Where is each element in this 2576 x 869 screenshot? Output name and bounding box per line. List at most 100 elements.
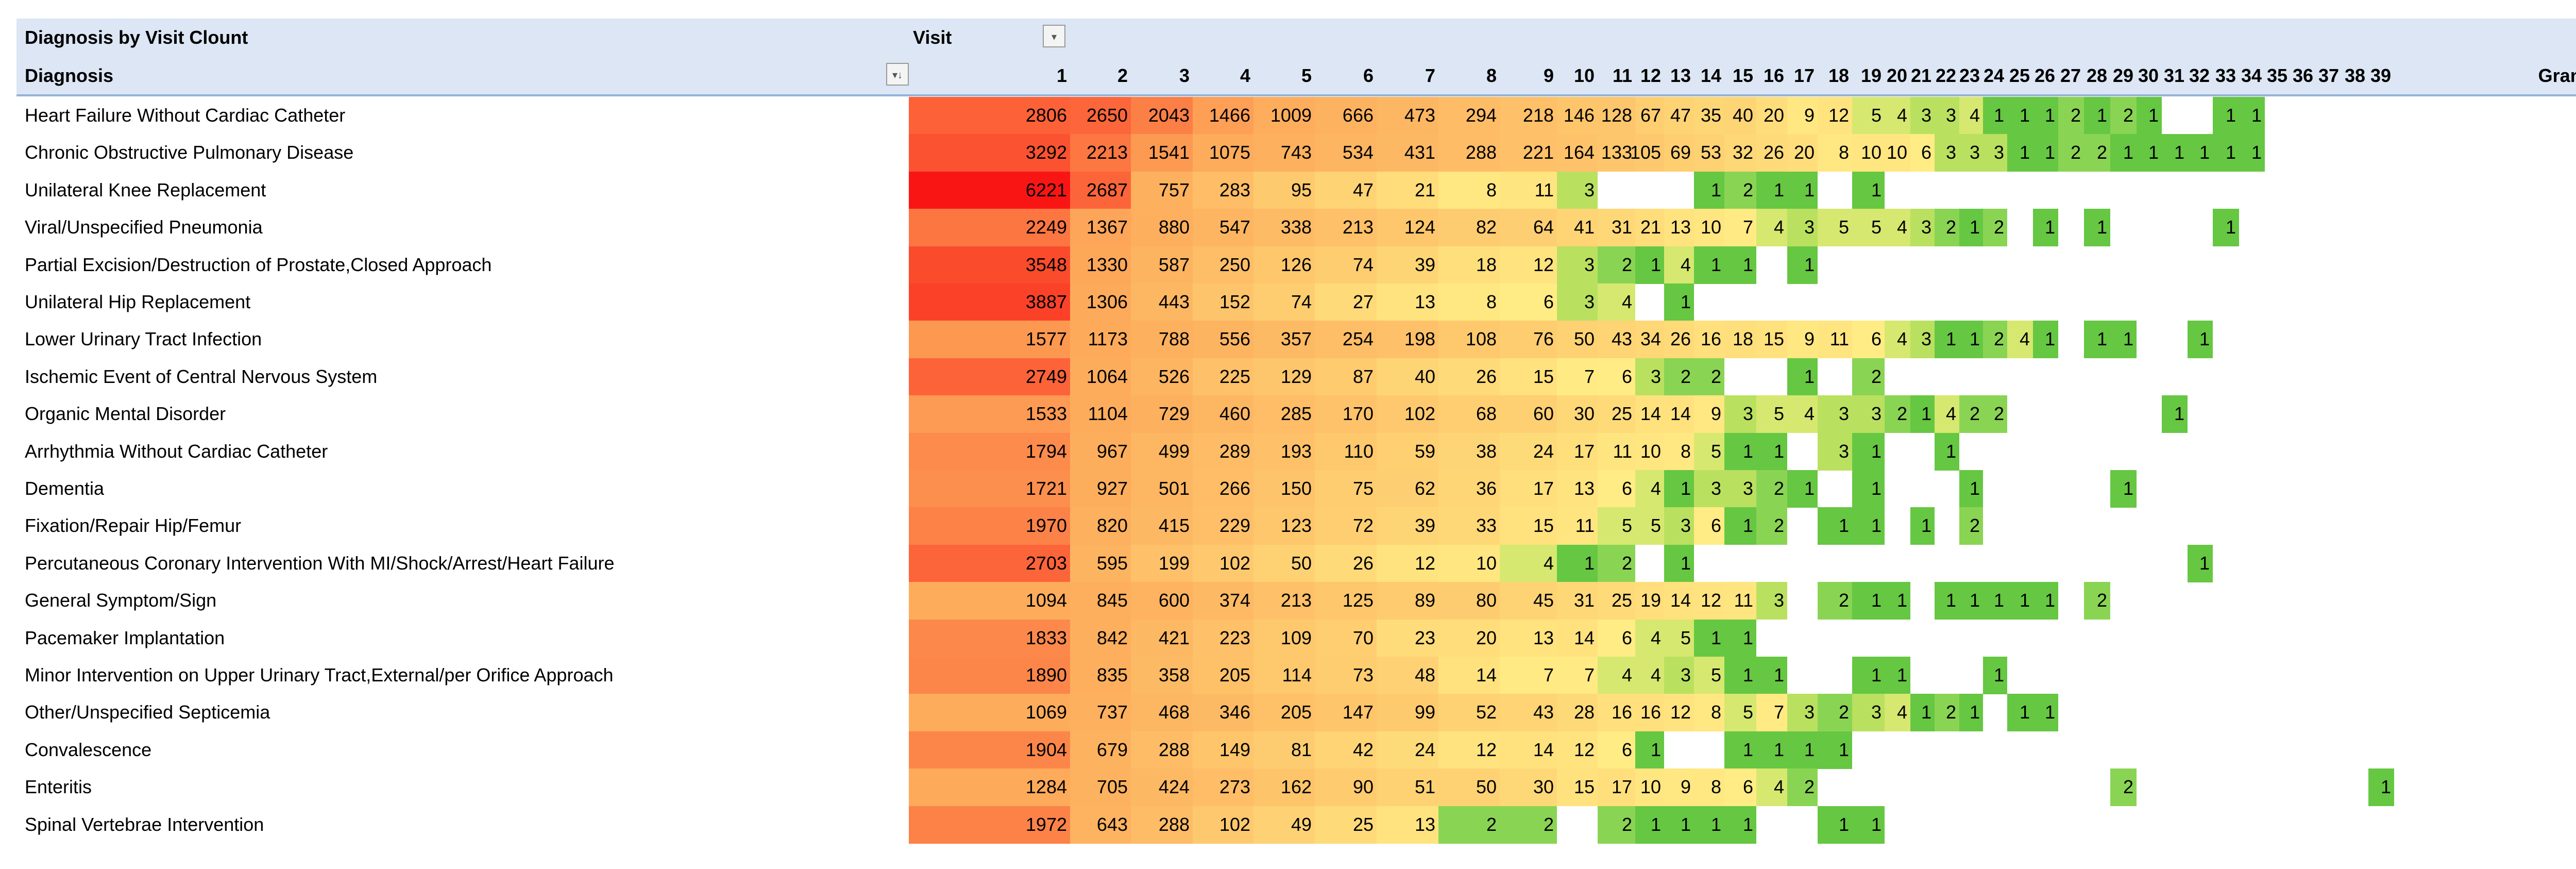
heat-cell (1438, 395, 1500, 433)
heat-cell (1557, 507, 1598, 545)
heat-cell (1438, 209, 1500, 247)
heat-cell (1635, 470, 1664, 508)
row-label: Ischemic Event of Central Nervous System (25, 365, 378, 387)
cell-value: 967 (1096, 440, 1128, 462)
cell-value: 80 (1476, 590, 1497, 611)
cell-value: 1 (1871, 440, 1882, 462)
cell-value: 1 (2019, 105, 2030, 126)
heat-cell (1253, 432, 1315, 471)
cell-value: 1 (1742, 813, 1753, 835)
cell-value: 2 (2096, 142, 2107, 163)
cell-value: 1 (1680, 552, 1691, 574)
cell-value: 1 (1945, 440, 1956, 462)
cell-value: 81 (1291, 739, 1312, 760)
cell-value: 164 (1563, 142, 1595, 163)
cell-value: 150 (1280, 478, 1312, 499)
cell-value: 8 (1486, 291, 1497, 312)
cell-value: 4 (1896, 105, 1907, 126)
cell-value: 9 (1710, 403, 1721, 425)
cell-value: 1 (1969, 478, 1980, 499)
cell-value: 266 (1219, 478, 1250, 499)
heat-cell (1818, 209, 1852, 247)
heat-cell (1253, 209, 1315, 247)
cell-value: 1 (1871, 478, 1882, 499)
heat-cell (1598, 358, 1635, 396)
heat-cell (1315, 470, 1377, 508)
cell-value: 11 (1734, 590, 1753, 611)
column-header-visit-39: 39 (2370, 65, 2391, 86)
heat-cell (1664, 582, 1694, 620)
cell-value: 1 (1969, 701, 1980, 723)
cell-value: 87 (1352, 365, 1374, 387)
cell-value: 2 (1804, 776, 1815, 798)
heat-cell (1664, 694, 1694, 732)
heat-cell (1377, 432, 1438, 471)
heat-cell (1983, 395, 2007, 433)
row-label: Spinal Vertebrae Intervention (25, 813, 264, 835)
heat-cell (1818, 507, 1852, 545)
cell-value: 43 (1611, 328, 1632, 350)
cell-value: 288 (1465, 142, 1497, 163)
cell-value: 34 (1640, 328, 1661, 350)
heat-cell (1500, 544, 1557, 582)
cell-value: 50 (1291, 552, 1312, 574)
heat-cell (1635, 657, 1664, 694)
heat-cell (1664, 395, 1694, 433)
heat-cell (1852, 97, 1885, 135)
cell-value: 1 (2225, 105, 2236, 126)
column-filter-button[interactable]: ▾ (1043, 25, 1065, 47)
heat-cell (1193, 246, 1253, 284)
heat-cell (1724, 619, 1756, 657)
cell-value: 23 (1414, 627, 1435, 648)
cell-value: 3 (1680, 515, 1691, 537)
cell-value: 1 (2123, 328, 2133, 350)
cell-value: 10 (1886, 142, 1907, 163)
heat-cell (1253, 321, 1315, 359)
cell-value: 4 (1896, 216, 1907, 238)
cell-value: 1367 (1086, 216, 1128, 238)
heat-cell (2110, 134, 2137, 172)
heat-cell (2084, 209, 2110, 247)
cell-value: 1 (1773, 664, 1784, 686)
cell-value: 1094 (1025, 590, 1067, 611)
heat-cell (1598, 544, 1635, 582)
heat-cell (1635, 358, 1664, 396)
heat-cell (1983, 321, 2007, 359)
heat-cell (1664, 507, 1694, 545)
heat-cell (1438, 619, 1500, 657)
row-grand-total: 4031 (2509, 440, 2576, 463)
heat-cell (1635, 432, 1664, 471)
cell-value: 20 (1476, 627, 1497, 648)
cell-value: 6 (1710, 515, 1721, 537)
row-grand-total: 5924 (2509, 290, 2576, 314)
cell-value: 16 (1700, 328, 1721, 350)
cell-value: 2 (1993, 403, 2004, 425)
cell-value: 30 (1573, 403, 1595, 425)
cell-value: 358 (1158, 664, 1190, 686)
heat-cell (1070, 731, 1131, 769)
heat-cell (1315, 619, 1377, 657)
cell-value: 3 (1804, 216, 1815, 238)
column-header-visit-6: 6 (1363, 65, 1374, 86)
heat-cell (1983, 657, 2007, 694)
heat-cell (1959, 395, 1983, 433)
heat-cell (1910, 395, 1935, 433)
cell-value: 1 (2225, 216, 2236, 238)
heat-cell (1377, 544, 1438, 582)
cell-value: 600 (1158, 590, 1190, 611)
column-header-visit-14: 14 (1700, 65, 1721, 86)
row-label: Organic Mental Disorder (25, 403, 226, 425)
cell-value: 1 (2019, 590, 2030, 611)
cell-value: 1 (1871, 664, 1882, 686)
cell-value: 6 (1621, 627, 1632, 648)
heat-cell (1787, 395, 1818, 433)
heat-cell (1694, 134, 1724, 172)
row-sort-filter-button[interactable]: ▾↓ (886, 63, 909, 86)
heat-cell (2007, 134, 2033, 172)
cell-value: 2213 (1086, 142, 1128, 163)
row-grand-total: 3791 (2509, 477, 2576, 500)
heat-cell (1756, 582, 1787, 620)
heat-cell (1724, 470, 1756, 508)
heat-cell (1193, 395, 1253, 433)
